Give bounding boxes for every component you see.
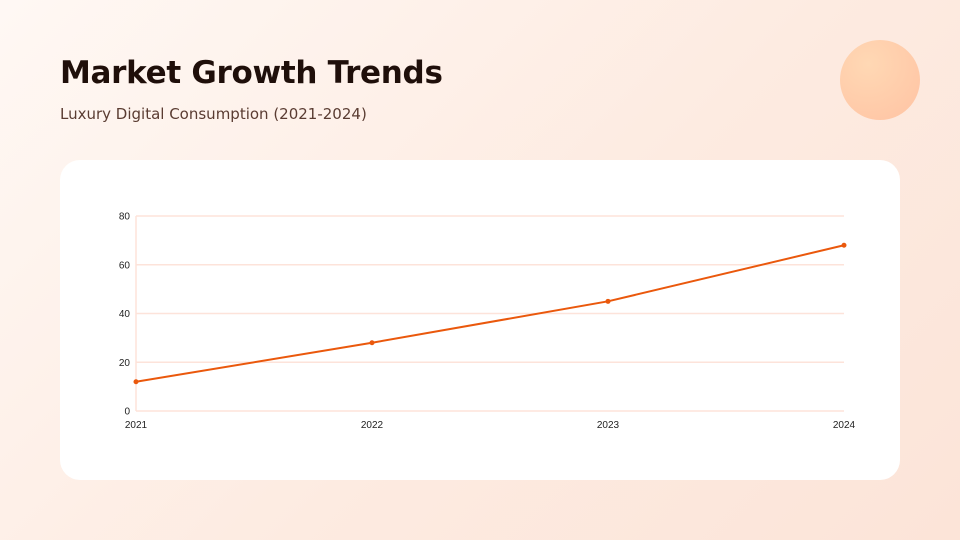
grid-lines	[136, 215, 844, 412]
x-axis-ticks: 2021 2022 2023 2024	[125, 420, 856, 431]
x-tick-label-2023: 2023	[597, 420, 620, 431]
data-points	[133, 242, 847, 385]
series-lines	[135, 244, 845, 383]
data-point-2023	[605, 298, 611, 304]
data-point-2021	[133, 379, 139, 385]
y-tick-label-60: 60	[119, 260, 131, 271]
y-tick-label-40: 40	[119, 309, 131, 320]
page-subtitle: Luxury Digital Consumption (2021-2024)	[60, 105, 367, 123]
x-tick-label-2021: 2021	[125, 420, 148, 431]
line-chart: 0 20 40 60 80 2021 2022 2023 2024	[119, 212, 856, 432]
data-point-2024	[841, 242, 847, 248]
x-tick-label-2024: 2024	[833, 420, 856, 431]
data-point-2022	[369, 340, 375, 346]
page-title: Market Growth Trends	[60, 55, 443, 91]
y-tick-label-20: 20	[119, 358, 131, 369]
y-tick-label-80: 80	[119, 212, 131, 223]
y-axis-ticks: 0 20 40 60 80	[119, 212, 131, 418]
x-tick-label-2022: 2022	[361, 420, 384, 431]
series-line-0	[135, 244, 845, 383]
decorative-circle	[840, 40, 920, 120]
y-tick-label-0: 0	[124, 407, 130, 418]
chart-card: 0 20 40 60 80 2021 2022 2023 2024	[60, 160, 900, 480]
